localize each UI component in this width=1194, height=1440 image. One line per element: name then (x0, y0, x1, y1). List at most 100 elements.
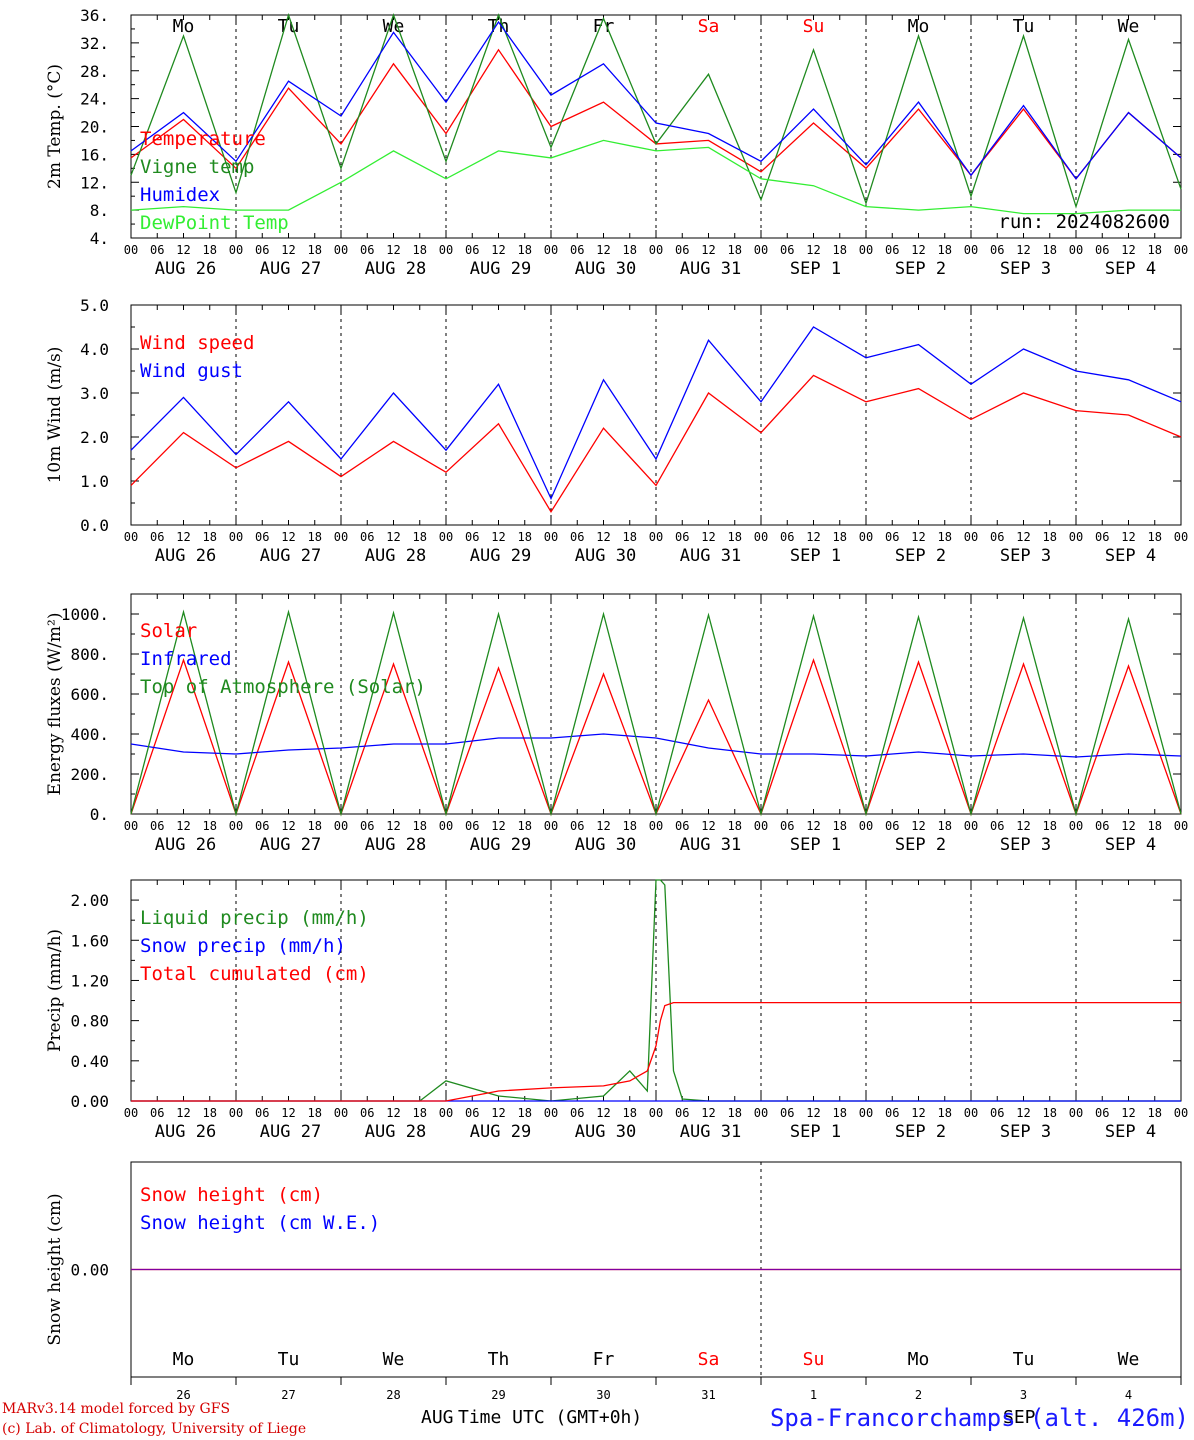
hour-tick-label: 18 (518, 243, 532, 257)
y-tick-label: 1.60 (70, 931, 109, 950)
hour-tick-label: 12 (596, 243, 610, 257)
y-tick-label: 5.0 (80, 296, 109, 315)
weekday-label: Tu (1013, 1349, 1035, 1370)
y-tick-label: 1.0 (80, 472, 109, 491)
y-tick-label: 0.40 (70, 1052, 109, 1071)
hour-tick-label: 06 (675, 530, 689, 544)
hour-tick-label: 18 (1148, 243, 1162, 257)
hour-tick-label: 00 (439, 819, 453, 833)
y-tick-label: 16. (80, 145, 109, 164)
hour-tick-label: 18 (1148, 1106, 1162, 1120)
date-label: AUG 29 (470, 1122, 531, 1142)
hour-tick-label: 06 (1095, 1106, 1109, 1120)
weekday-label: We (1118, 16, 1140, 37)
y-tick-label: 1000. (61, 605, 109, 624)
hour-tick-label: 12 (806, 243, 820, 257)
hour-tick-label: 00 (649, 1106, 663, 1120)
hour-tick-label: 18 (413, 1106, 427, 1120)
hour-tick-label: 12 (1121, 1106, 1135, 1120)
hour-tick-label: 00 (439, 243, 453, 257)
series-line-4 (130, 139, 1181, 215)
hour-tick-label: 06 (780, 819, 794, 833)
hour-tick-label: 00 (754, 1106, 768, 1120)
day-number-label: 30 (596, 1388, 610, 1402)
hour-tick-label: 06 (990, 1106, 1004, 1120)
hour-tick-label: 18 (308, 1106, 322, 1120)
weekday-label: We (383, 16, 405, 37)
y-tick-label: 12. (80, 173, 109, 192)
series-line-3 (131, 1001, 1181, 1102)
hour-tick-label: 12 (281, 243, 295, 257)
day-number-label: 31 (701, 1388, 715, 1402)
hour-tick-label: 00 (964, 243, 978, 257)
hour-tick-label: 00 (124, 1106, 138, 1120)
hour-tick-label: 00 (964, 819, 978, 833)
hour-tick-label: 00 (649, 530, 663, 544)
hour-tick-label: 00 (1069, 243, 1083, 257)
hour-tick-label: 12 (176, 243, 190, 257)
hour-tick-label: 18 (1043, 1106, 1057, 1120)
hour-tick-label: 18 (413, 243, 427, 257)
hour-tick-label: 12 (596, 530, 610, 544)
hour-tick-label: 06 (150, 819, 164, 833)
month-mark-aug: AUG (421, 1407, 454, 1428)
hour-tick-label: 12 (1016, 1106, 1030, 1120)
hour-tick-label: 18 (938, 530, 952, 544)
hour-tick-label: 06 (570, 1106, 584, 1120)
hour-tick-label: 00 (649, 243, 663, 257)
hour-tick-label: 06 (1095, 243, 1109, 257)
hour-tick-label: 18 (623, 1106, 637, 1120)
date-label: AUG 27 (260, 546, 321, 566)
y-tick-label: 400. (70, 725, 109, 744)
hour-tick-label: 06 (885, 530, 899, 544)
series-line-1 (130, 374, 1182, 514)
hour-tick-label: 06 (465, 530, 479, 544)
hour-tick-label: 00 (1174, 243, 1188, 257)
hour-tick-label: 00 (1174, 819, 1188, 833)
hour-tick-label: 12 (701, 819, 715, 833)
hour-tick-label: 18 (413, 819, 427, 833)
hour-tick-label: 06 (360, 819, 374, 833)
weekday-label: Th (488, 1349, 510, 1370)
hour-tick-label: 00 (439, 530, 453, 544)
hour-tick-label: 18 (728, 243, 742, 257)
hour-tick-label: 06 (675, 243, 689, 257)
hour-tick-label: 18 (413, 530, 427, 544)
y-tick-label: 1.20 (70, 971, 109, 990)
hour-tick-label: 18 (833, 530, 847, 544)
hour-tick-label: 00 (1069, 530, 1083, 544)
date-label: SEP 4 (1105, 835, 1156, 855)
hour-tick-label: 18 (308, 530, 322, 544)
legend-entry: Temperature (140, 128, 266, 150)
hour-tick-label: 18 (1148, 819, 1162, 833)
station-title: Spa-Francorchamps (alt. 426m) (770, 1404, 1189, 1432)
legend-entry: Liquid precip (mm/h) (140, 907, 369, 929)
hour-tick-label: 12 (1121, 819, 1135, 833)
weekday-label: Sa (698, 16, 720, 37)
hour-tick-label: 06 (570, 530, 584, 544)
plot-frame (130, 304, 1182, 526)
hour-tick-label: 06 (1095, 530, 1109, 544)
y-tick-label: 0.80 (70, 1012, 109, 1031)
hour-tick-label: 18 (623, 243, 637, 257)
day-number-label: 1 (810, 1388, 817, 1402)
month-mark-sep: SEP (1003, 1407, 1036, 1428)
hour-tick-label: 18 (1043, 819, 1057, 833)
hour-tick-label: 12 (386, 243, 400, 257)
hour-tick-label: 12 (806, 530, 820, 544)
date-label: AUG 26 (155, 259, 216, 279)
weekday-label: We (383, 1349, 405, 1370)
hour-tick-label: 06 (675, 1106, 689, 1120)
hour-tick-label: 00 (754, 243, 768, 257)
hour-tick-label: 06 (1095, 819, 1109, 833)
weekday-label: Tu (278, 16, 300, 37)
date-label: SEP 3 (1000, 546, 1051, 566)
hour-tick-label: 06 (465, 1106, 479, 1120)
lab-credit: (c) Lab. of Climatology, University of L… (2, 1421, 306, 1437)
date-label: AUG 27 (260, 259, 321, 279)
date-label: SEP 1 (790, 1122, 841, 1142)
weekday-label: We (1118, 1349, 1140, 1370)
hour-tick-label: 00 (649, 819, 663, 833)
date-label: SEP 4 (1105, 259, 1156, 279)
date-label: AUG 31 (680, 835, 741, 855)
